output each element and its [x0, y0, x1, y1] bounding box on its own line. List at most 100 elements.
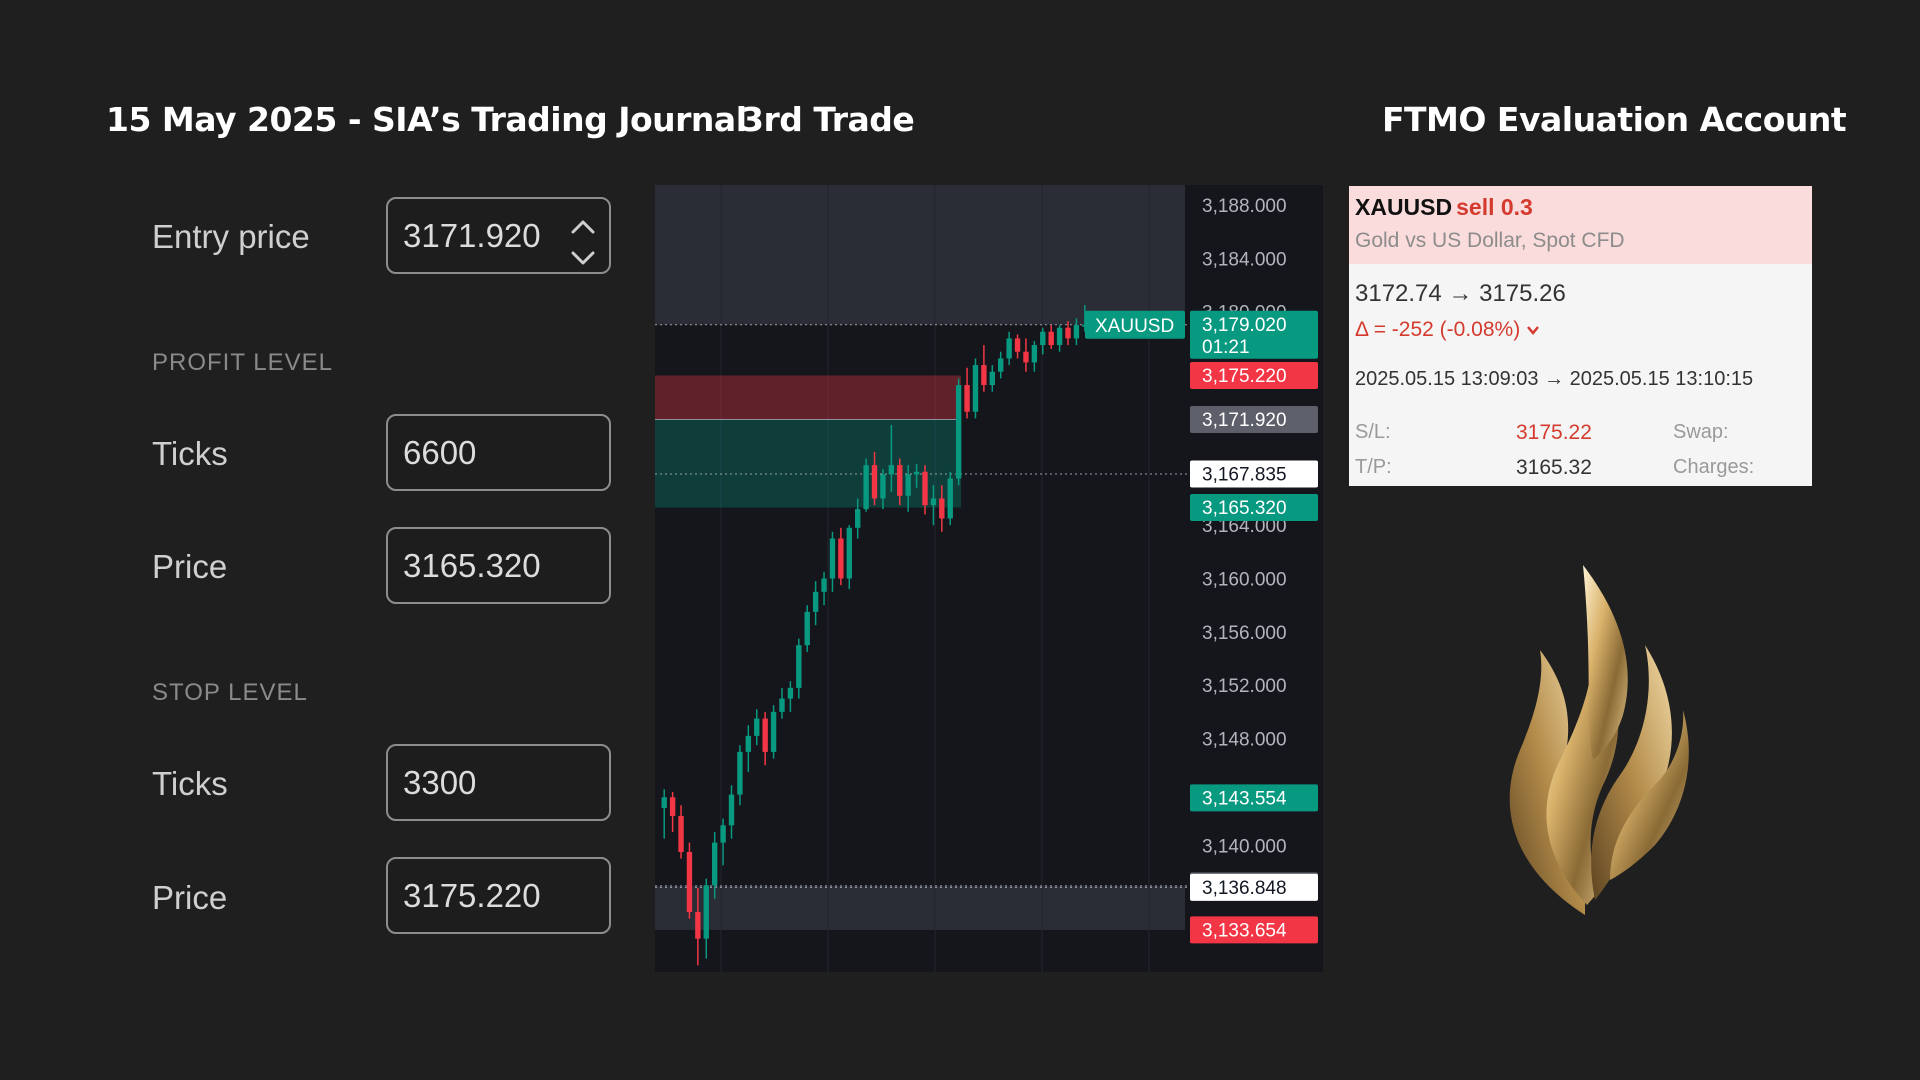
candle-body — [1040, 331, 1046, 346]
y-axis-tick-label: 3,140.000 — [1202, 836, 1287, 857]
candle-body — [981, 365, 987, 386]
tp-label: T/P: — [1355, 456, 1392, 478]
candle-body — [897, 465, 903, 496]
candle-body — [686, 851, 693, 912]
candle-body — [770, 711, 777, 752]
symbol-tag-text: XAUUSD — [1095, 316, 1174, 337]
stop-ticks-input[interactable]: 3300 — [386, 744, 611, 821]
candle-body — [762, 718, 768, 752]
price-chart[interactable]: 3,188.0003,184.0003,180.0003,164.0003,16… — [655, 185, 1323, 972]
candle-body — [1023, 351, 1029, 363]
trade-delta: Δ = -252 (-0.08%) — [1355, 318, 1540, 342]
candle-body — [939, 498, 945, 519]
price-label-box — [1190, 405, 1318, 433]
profit-ticks-value: 6600 — [403, 433, 477, 471]
candle-body — [821, 578, 827, 592]
candle-body — [855, 509, 861, 528]
tp-value: 3165.32 — [1516, 456, 1592, 479]
candlestick-chart-svg[interactable]: 3,188.0003,184.0003,180.0003,164.0003,16… — [655, 185, 1323, 972]
price-label-text: 3,171.920 — [1202, 410, 1287, 431]
candle-body — [871, 465, 878, 499]
price-label-text: 3,136.848 — [1202, 878, 1287, 899]
candle-body — [1082, 324, 1088, 327]
trade-delta-value: Δ = -252 (-0.08%) — [1355, 318, 1521, 341]
profit-level-heading: PROFIT LEVEL — [152, 349, 333, 376]
candle-body — [728, 794, 735, 826]
candle-body — [678, 815, 684, 852]
candle-body — [1031, 345, 1038, 363]
chevron-down-icon — [1527, 326, 1540, 335]
candle-body — [989, 371, 995, 386]
price-label-box — [1190, 460, 1318, 488]
stop-ticks-value: 3300 — [403, 763, 477, 801]
profit-price-input[interactable]: 3165.320 — [386, 527, 611, 604]
candle-body — [787, 687, 794, 699]
candle-body — [863, 465, 869, 510]
chevron-up-icon[interactable] — [569, 209, 597, 234]
profit-ticks-label: Ticks — [152, 435, 228, 472]
candle-body — [888, 465, 895, 475]
account-title: FTMO Evaluation Account — [1382, 100, 1847, 139]
entry-price-input[interactable]: 3171.920 — [386, 197, 611, 274]
instrument-description: Gold vs US Dollar, Spot CFD — [1355, 229, 1625, 252]
entry-price-stepper[interactable] — [569, 209, 597, 265]
candle-body — [1048, 331, 1054, 346]
candle-body — [1056, 327, 1063, 346]
candle-body — [1073, 325, 1080, 339]
price-label-text: 3,167.835 — [1202, 464, 1287, 485]
candle-body — [922, 471, 928, 506]
y-axis-tick-label: 3,156.000 — [1202, 623, 1287, 644]
price-label-box — [1190, 784, 1318, 812]
sl-value: 3175.22 — [1516, 421, 1592, 444]
y-axis-tick-label: 3,148.000 — [1202, 730, 1287, 751]
candle-body — [955, 385, 962, 479]
profit-ticks-input[interactable]: 6600 — [386, 414, 611, 491]
y-axis-tick-label: 3,152.000 — [1202, 676, 1287, 697]
trade-times: 2025.05.15 13:09:03 → 2025.05.15 13:10:1… — [1355, 368, 1754, 390]
entry-price-label: Entry price — [152, 218, 310, 255]
stop-ticks-label: Ticks — [152, 765, 228, 802]
candle-body — [737, 751, 743, 795]
candle-body — [661, 797, 667, 808]
trade-card-header: XAUUSD sell 0.3 Gold vs US Dollar, Spot C… — [1349, 186, 1812, 264]
y-axis-tick-label: 3,184.000 — [1202, 249, 1287, 270]
candle-body — [905, 474, 911, 496]
y-axis-tick-label: 3,160.000 — [1202, 570, 1287, 591]
journal-title: 15 May 2025 - SIA’s Trading Journal — [106, 100, 747, 139]
candle-body — [972, 365, 979, 412]
trade-side: sell 0.3 — [1456, 194, 1533, 220]
stop-level-heading: STOP LEVEL — [152, 679, 308, 706]
chevron-down-icon[interactable] — [569, 240, 597, 265]
candle-body — [745, 735, 752, 752]
candle-body — [754, 718, 760, 736]
candle-body — [779, 698, 785, 712]
candle-body — [930, 498, 937, 506]
price-label-box — [1190, 916, 1318, 944]
profit-price-value: 3165.320 — [403, 546, 541, 584]
price-label-box — [1190, 873, 1318, 901]
price-label-text: 3,175.220 — [1202, 366, 1287, 387]
stop-price-input[interactable]: 3175.220 — [386, 857, 611, 934]
price-label-countdown: 01:21 — [1202, 337, 1250, 358]
price-label-text: 3,133.654 — [1202, 920, 1287, 941]
entry-price-value: 3171.920 — [403, 216, 541, 254]
trade-details-card: XAUUSD sell 0.3 Gold vs US Dollar, Spot C… — [1349, 186, 1812, 486]
stop-loss-zone — [655, 375, 961, 420]
candle-body — [695, 911, 701, 939]
price-label-box — [1190, 310, 1318, 359]
candle-body — [1014, 338, 1021, 352]
charges-label: Charges: — [1673, 456, 1755, 478]
candle-body — [998, 358, 1004, 372]
candle-body — [947, 478, 953, 519]
price-label-text: 3,179.020 — [1202, 315, 1287, 336]
sl-label: S/L: — [1355, 421, 1391, 443]
y-axis-tick-label: 3,188.000 — [1202, 196, 1287, 217]
chart-shaded-region — [655, 185, 1185, 325]
stop-price-value: 3175.220 — [403, 876, 541, 914]
trade-number-label: 3rd Trade — [741, 100, 915, 139]
candle-body — [812, 591, 819, 612]
chart-shaded-region — [655, 885, 1185, 930]
candle-body — [669, 797, 676, 816]
candle-body — [703, 885, 709, 939]
candle-body — [880, 474, 886, 499]
